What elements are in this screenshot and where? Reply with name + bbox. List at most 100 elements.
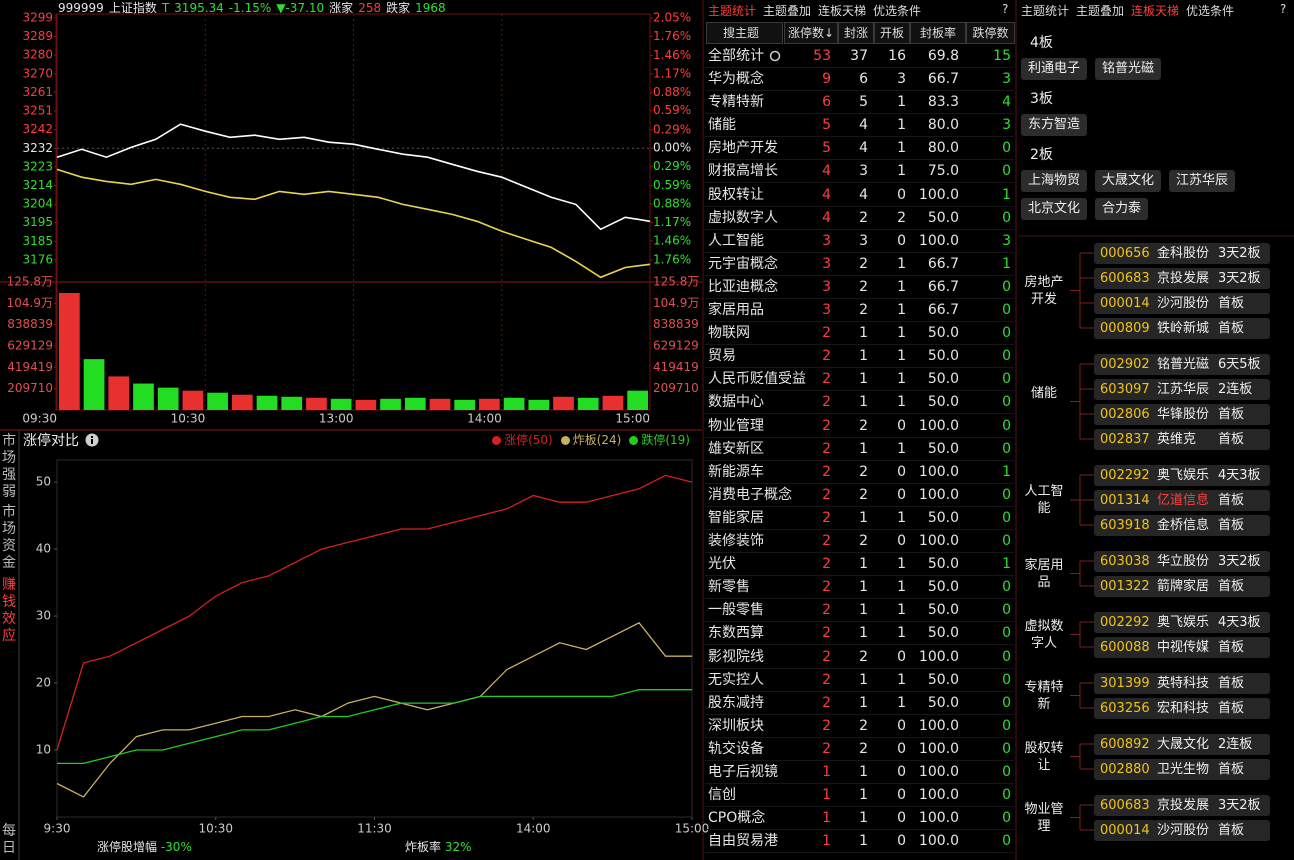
table-row[interactable]: 轨交设备 2 2 0 100.0 0 (705, 738, 1014, 761)
legend-label: 涨停(50) (504, 433, 553, 447)
table-row[interactable]: 家居用品 3 2 1 66.7 0 (705, 299, 1014, 322)
table-row[interactable]: 雄安新区 2 1 1 50.0 0 (705, 438, 1014, 461)
tab[interactable]: 优选条件 (873, 4, 922, 18)
table-row[interactable]: CPO概念 1 1 0 100.0 0 (705, 807, 1014, 831)
table-cell: 1 (897, 371, 906, 388)
table-row[interactable]: 光伏 2 1 1 50.0 1 (705, 553, 1014, 577)
table-cell: 37 (850, 48, 868, 64)
side-tab[interactable]: 市场资金 (2, 504, 16, 571)
help[interactable]: ? (1280, 2, 1287, 16)
table-cell: 股东减持 (708, 694, 764, 711)
volume-bar (454, 399, 476, 410)
stock-chip[interactable]: 合力泰 (1095, 198, 1149, 220)
table-row[interactable]: 深圳板块 2 2 0 100.0 0 (705, 715, 1014, 738)
column-header[interactable]: 涨停数↓ (784, 22, 838, 44)
table-row[interactable]: 元宇宙概念 3 2 1 66.7 1 (705, 253, 1014, 276)
table-row[interactable]: 人民币贬值受益 2 1 1 50.0 0 (705, 368, 1014, 392)
stock-item[interactable]: 603918 金桥信息 首板 (1094, 515, 1270, 536)
column-header[interactable]: 封涨 (838, 22, 874, 44)
stock-item[interactable]: 002902 铭普光磁 6天5板 (1094, 354, 1270, 375)
table-cell: 虚拟数字人 (708, 209, 778, 226)
table-row[interactable]: 股东减持 2 1 1 50.0 0 (705, 692, 1014, 715)
table-row[interactable]: 专精特新 6 5 1 83.3 4 (705, 91, 1014, 115)
table-row[interactable]: 数据中心 2 1 1 50.0 0 (705, 391, 1014, 415)
stock-item[interactable]: 603097 江苏华辰 2连板 (1094, 379, 1270, 400)
stock-item[interactable]: 000656 金科股份 3天2板 (1094, 243, 1270, 264)
tab[interactable]: 主题统计 (708, 4, 757, 18)
stock-chip[interactable]: 上海物贸 (1021, 170, 1088, 192)
stock-chip[interactable]: 铭普光磁 (1095, 58, 1162, 80)
table-row[interactable]: 装修装饰 2 2 0 100.0 0 (705, 530, 1014, 553)
stock-chip[interactable]: 江苏华辰 (1169, 170, 1236, 192)
table-row[interactable]: 储能 5 4 1 80.0 3 (705, 114, 1014, 138)
stock-item[interactable]: 002806 华锋股份 首板 (1094, 404, 1270, 425)
legend-item[interactable]: 涨停(50) (492, 432, 553, 448)
stock-chip[interactable]: 大晟文化 (1095, 170, 1162, 192)
stock-chip[interactable]: 北京文化 (1021, 198, 1088, 220)
column-header[interactable]: 搜主题 (706, 22, 783, 44)
stock-code: 002880 (1100, 762, 1150, 777)
table-row[interactable]: 人工智能 3 3 0 100.0 3 (705, 230, 1014, 253)
table-cell: 1 (897, 579, 906, 596)
stock-item[interactable]: 002880 卫光生物 首板 (1094, 759, 1270, 780)
legend-item[interactable]: 跌停(19) (629, 432, 690, 448)
table-cell: 0 (897, 764, 906, 780)
table-row[interactable]: 无实控人 2 1 1 50.0 0 (705, 669, 1014, 692)
table-row[interactable]: 比亚迪概念 3 2 1 66.7 0 (705, 276, 1014, 299)
side-tab[interactable]: 赚钱效应 (2, 577, 16, 644)
table-row[interactable]: 物业管理 2 2 0 100.0 0 (705, 415, 1014, 438)
theme-label: 房地产开发 (1024, 274, 1064, 307)
table-cell: 50.0 (927, 509, 959, 526)
tab[interactable]: 主题叠加 (1076, 4, 1125, 18)
table-cell: 1 (859, 579, 868, 596)
stock-item[interactable]: 001322 箭牌家居 首板 (1094, 576, 1270, 597)
stock-item[interactable]: 000809 铁岭新城 首板 (1094, 318, 1270, 339)
stock-item[interactable]: 002292 奥飞娱乐 4天3板 (1094, 612, 1270, 633)
table-row[interactable]: 物联网 2 1 1 50.0 0 (705, 322, 1014, 346)
table-row[interactable]: 智能家居 2 1 1 50.0 0 (705, 507, 1014, 530)
stock-item[interactable]: 600088 中视传媒 首板 (1094, 637, 1270, 658)
side-tab[interactable]: 每日 (2, 823, 16, 856)
help[interactable]: ? (1002, 2, 1009, 16)
table-row[interactable]: 新能源车 2 2 0 100.0 1 (705, 461, 1014, 484)
column-header[interactable]: 跌停数 (966, 22, 1015, 44)
table-cell: 2 (822, 371, 831, 388)
table-row[interactable]: 股权转让 4 4 0 100.0 1 (705, 184, 1014, 207)
table-row[interactable]: 影视院线 2 2 0 100.0 0 (705, 646, 1014, 669)
tab[interactable]: 连板天梯 (1131, 4, 1180, 18)
stock-item[interactable]: 001314 亿道信息 首板 (1094, 490, 1270, 511)
column-header[interactable]: 封板率 (910, 22, 966, 44)
table-row[interactable]: 电子后视镜 1 1 0 100.0 0 (705, 761, 1014, 784)
stock-item[interactable]: 600683 京投发展 3天2板 (1094, 795, 1270, 816)
table-row[interactable]: 消费电子概念 2 2 0 100.0 0 (705, 484, 1014, 507)
stock-item[interactable]: 301399 英特科技 首板 (1094, 673, 1270, 694)
legend-item[interactable]: 炸板(24) (560, 432, 621, 448)
table-row[interactable]: 新零售 2 1 1 50.0 0 (705, 576, 1014, 600)
tab[interactable]: 连板天梯 (818, 4, 867, 18)
stock-chip[interactable]: 利通电子 (1021, 58, 1088, 80)
column-header[interactable]: 开板 (874, 22, 910, 44)
stock-item[interactable]: 002292 奥飞娱乐 4天3板 (1094, 465, 1270, 486)
stock-item[interactable]: 603038 华立股份 3天2板 (1094, 551, 1270, 572)
side-tab[interactable]: 市场强弱 (2, 433, 16, 500)
stock-item[interactable]: 000014 沙河股份 首板 (1094, 820, 1270, 841)
tab[interactable]: 主题统计 (1021, 4, 1070, 18)
table-row[interactable]: 自由贸易港 1 1 0 100.0 0 (705, 830, 1014, 854)
table-row[interactable]: 财报高增长 4 3 1 75.0 0 (705, 160, 1014, 184)
table-row[interactable]: 一般零售 2 1 1 50.0 0 (705, 599, 1014, 623)
tab[interactable]: 主题叠加 (763, 4, 812, 18)
table-row[interactable]: 虚拟数字人 4 2 2 50.0 0 (705, 207, 1014, 230)
table-row[interactable]: 东数西算 2 1 1 50.0 0 (705, 622, 1014, 646)
total-row[interactable]: 全部统计 53 37 16 69.8 15 (705, 45, 1014, 68)
stock-item[interactable]: 600683 京投发展 3天2板 (1094, 268, 1270, 289)
stock-item[interactable]: 000014 沙河股份 首板 (1094, 293, 1270, 314)
table-row[interactable]: 华为概念 9 6 3 66.7 3 (705, 68, 1014, 91)
table-row[interactable]: 贸易 2 1 1 50.0 0 (705, 345, 1014, 369)
stock-item[interactable]: 002837 英维克 首板 (1094, 429, 1270, 450)
tab[interactable]: 优选条件 (1186, 4, 1235, 18)
stock-chip[interactable]: 东方智造 (1021, 114, 1088, 136)
stock-item[interactable]: 603256 宏和科技 首板 (1094, 698, 1270, 719)
stock-item[interactable]: 600892 大晟文化 2连板 (1094, 734, 1270, 755)
table-row[interactable]: 信创 1 1 0 100.0 0 (705, 784, 1014, 808)
table-row[interactable]: 房地产开发 5 4 1 80.0 0 (705, 137, 1014, 161)
